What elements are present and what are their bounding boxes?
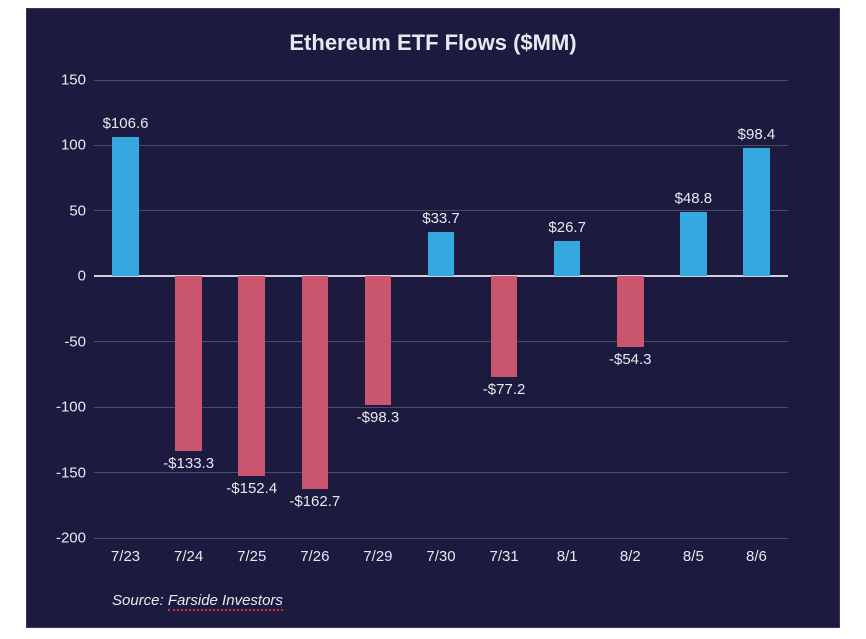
bar-value-label: -$98.3 [357,409,400,426]
x-tick-label: 7/31 [489,538,518,565]
axis-bottom [94,538,788,539]
bar [617,276,643,347]
bar [428,232,454,276]
source-line: Source: Farside Investors [112,592,283,609]
bar [302,276,328,489]
gridline [94,472,788,473]
bar-value-label: $33.7 [422,210,460,227]
y-tick-label: -50 [64,333,94,350]
bar [365,276,391,405]
x-tick-label: 7/24 [174,538,203,565]
bar-value-label: -$162.7 [289,493,340,510]
bar-value-label: $48.8 [675,190,713,207]
y-tick-label: 0 [78,268,94,285]
bar [112,137,138,276]
plot-area: -200-150-100-50050100150$106.67/23-$133.… [94,80,788,538]
gridline [94,145,788,146]
x-tick-label: 7/26 [300,538,329,565]
bar [175,276,201,450]
bar [743,148,769,277]
y-tick-label: 100 [61,137,94,154]
x-tick-label: 8/5 [683,538,704,565]
bar [554,241,580,276]
x-tick-label: 8/2 [620,538,641,565]
x-tick-label: 7/29 [363,538,392,565]
bar-value-label: -$77.2 [483,381,526,398]
y-tick-label: 50 [69,202,94,219]
x-tick-label: 7/23 [111,538,140,565]
bar-value-label: $26.7 [548,219,586,236]
bar-value-label: -$133.3 [163,455,214,472]
y-tick-label: -150 [56,464,94,481]
source-prefix: Source: [112,592,168,609]
bar-value-label: $98.4 [738,126,776,143]
bar [238,276,264,475]
chart-title: Ethereum ETF Flows ($MM) [26,30,840,56]
x-tick-label: 7/25 [237,538,266,565]
y-tick-label: -100 [56,399,94,416]
gridline [94,80,788,81]
x-tick-label: 8/6 [746,538,767,565]
bar-value-label: -$54.3 [609,351,652,368]
bar-value-label: -$152.4 [226,480,277,497]
bar [491,276,517,377]
source-text: Farside Investors [168,592,283,611]
bar [680,212,706,276]
y-tick-label: 150 [61,72,94,89]
x-tick-label: 8/1 [557,538,578,565]
x-tick-label: 7/30 [426,538,455,565]
y-tick-label: -200 [56,530,94,547]
bar-value-label: $106.6 [103,115,149,132]
